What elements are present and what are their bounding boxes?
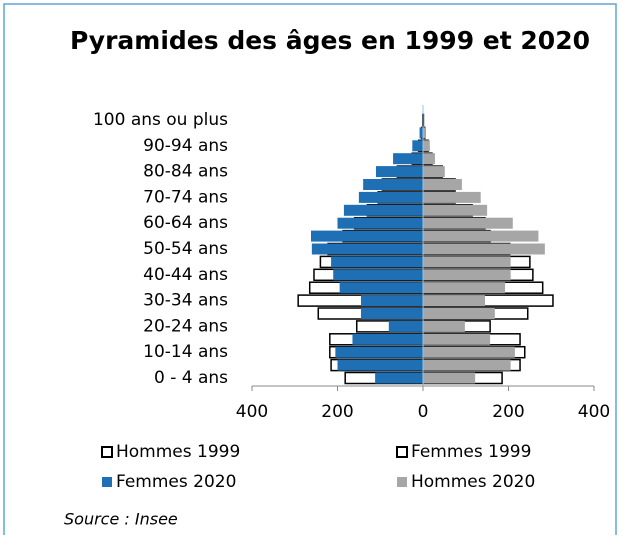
- legend-marker: [102, 447, 112, 457]
- bar: [389, 321, 423, 332]
- bar: [311, 231, 423, 242]
- x-tick-label: 0: [418, 402, 429, 422]
- legend-label: Hommes 2020: [411, 472, 535, 492]
- y-tick-label: 20-24 ans: [143, 316, 228, 336]
- bar: [420, 127, 423, 138]
- bar: [423, 321, 465, 332]
- bar: [423, 373, 475, 384]
- legend-label: Femmes 2020: [116, 472, 236, 492]
- x-tick-label: 400: [236, 402, 268, 422]
- bar: [423, 140, 430, 151]
- bar: [423, 192, 481, 203]
- chart-title: Pyramides des âges en 1999 et 2020: [70, 26, 590, 55]
- bar: [423, 360, 511, 371]
- y-tick-label: 40-44 ans: [143, 265, 228, 285]
- legend-marker: [102, 477, 112, 487]
- bar: [393, 153, 423, 164]
- bar: [344, 205, 423, 216]
- bar: [412, 140, 423, 151]
- y-tick-label: 100 ans ou plus: [93, 110, 228, 130]
- bar: [423, 205, 487, 216]
- bar: [423, 295, 485, 306]
- bar: [312, 244, 423, 255]
- bar: [423, 166, 445, 177]
- bar: [423, 218, 513, 229]
- y-tick-label: 30-34 ans: [143, 291, 228, 311]
- bar: [361, 308, 423, 319]
- bar: [423, 179, 462, 190]
- bar: [423, 347, 515, 358]
- bar: [338, 360, 424, 371]
- bar: [338, 218, 424, 229]
- y-tick-label: 90-94 ans: [143, 136, 228, 156]
- source: Source : Insee: [64, 510, 178, 529]
- x-tick-label: 200: [321, 402, 353, 422]
- bar: [375, 373, 423, 384]
- legend-label: Hommes 1999: [116, 442, 240, 462]
- bar: [423, 256, 511, 267]
- bar: [423, 334, 490, 345]
- y-tick-label: 80-84 ans: [143, 162, 228, 182]
- bar: [331, 256, 423, 267]
- bar: [423, 282, 505, 293]
- y-tick-label: 60-64 ans: [143, 213, 228, 233]
- bar: [423, 269, 511, 280]
- y-tick-label: 50-54 ans: [143, 239, 228, 259]
- bar: [359, 192, 423, 203]
- y-tick-label: 70-74 ans: [143, 187, 228, 207]
- x-tick-label: 400: [578, 402, 610, 422]
- bar: [333, 269, 423, 280]
- legend-marker: [397, 477, 407, 487]
- x-tick-label: 200: [492, 402, 524, 422]
- y-tick-label: 0 - 4 ans: [154, 368, 228, 388]
- bar: [376, 166, 423, 177]
- bar: [363, 179, 423, 190]
- bar: [361, 295, 423, 306]
- bar: [335, 347, 423, 358]
- y-tick-label: 10-14 ans: [143, 342, 228, 362]
- bar: [340, 282, 423, 293]
- bar: [352, 334, 423, 345]
- bar: [423, 308, 495, 319]
- legend-label: Femmes 1999: [411, 442, 531, 462]
- legend-marker: [397, 447, 407, 457]
- bar: [423, 231, 538, 242]
- bar: [423, 153, 435, 164]
- bar: [423, 244, 545, 255]
